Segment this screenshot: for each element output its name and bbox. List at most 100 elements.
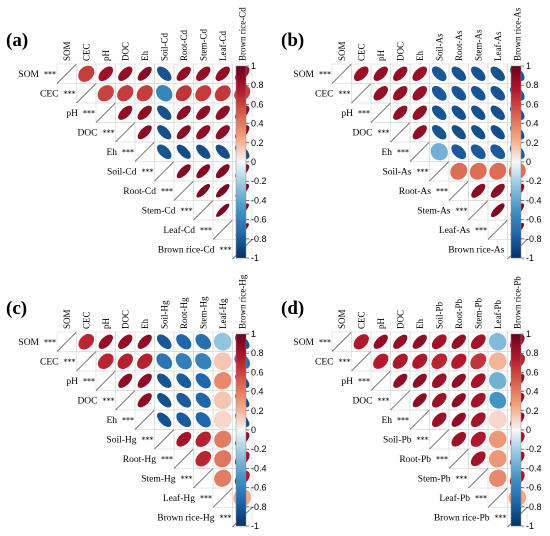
panel-a: (a) SOM CEC pH DOC Eh Soil-Cd Root-Cd Stem-Cd Lea…: [0, 0, 275, 268]
correlation-ellipse: [196, 144, 211, 159]
significance-stars: ***: [161, 455, 173, 464]
correlation-ellipse: [451, 85, 467, 101]
diagonal-line: [448, 180, 469, 201]
colorbar-tick-label: 0: [526, 157, 531, 167]
row-label: Stem-As: [417, 206, 451, 216]
correlation-ellipse: [137, 334, 152, 349]
row-label: CEC: [40, 357, 58, 367]
significance-stars: ***: [495, 513, 507, 522]
correlation-ellipse: [451, 144, 467, 160]
panel-label: (c): [6, 298, 27, 319]
row-label: SOM: [293, 70, 314, 80]
column-label: Stem-Cd: [198, 28, 208, 61]
correlation-ellipse: [157, 125, 172, 140]
significance-stars: ***: [181, 206, 193, 215]
colorbar: [235, 65, 247, 259]
correlation-ellipse: [412, 353, 428, 369]
significance-stars: ***: [122, 148, 134, 157]
diagonal-line: [193, 200, 214, 221]
correlation-ellipse: [157, 393, 172, 408]
row-label: Eh: [106, 148, 117, 158]
correlation-ellipse: [176, 164, 191, 179]
row-label: Root-As: [399, 187, 432, 197]
correlation-ellipse: [451, 431, 467, 447]
diagonal-line: [154, 161, 175, 182]
significance-stars: ***: [417, 167, 429, 176]
column-label: DOC: [395, 42, 405, 61]
row-label: Soil-Hg: [106, 435, 136, 445]
correlation-ellipse: [137, 105, 152, 120]
row-label: Brown rice-Hg: [157, 513, 214, 523]
colorbar-tick-label: -0.2: [251, 176, 267, 186]
significance-stars: ***: [64, 89, 76, 98]
correlation-ellipse: [470, 392, 486, 408]
panel-label: (a): [6, 30, 28, 51]
colorbar-tick-label: 0: [526, 425, 531, 435]
correlation-ellipse: [215, 105, 230, 120]
row-label: DOC: [352, 128, 372, 138]
row-label: Root-Cd: [123, 187, 156, 197]
column-label: pH: [101, 50, 111, 62]
row-label: Stem-Hg: [141, 474, 176, 484]
correlation-ellipse: [353, 334, 369, 350]
correlation-ellipse: [118, 105, 133, 120]
correlation-ellipse: [213, 391, 232, 410]
correlation-ellipse: [412, 334, 427, 349]
panel-b-svg: (b)SOM CEC pH DOC Eh Soil-As Root-As Stem-As Lea…: [281, 7, 542, 263]
colorbar-tick-label: 0.6: [251, 367, 264, 377]
colorbar-tick-label: 0.8: [526, 348, 539, 358]
correlation-ellipse: [373, 66, 388, 81]
correlation-ellipse: [215, 164, 230, 179]
column-label: pH: [101, 318, 111, 330]
diagonal-line: [429, 161, 450, 182]
diagonal-line: [370, 370, 391, 391]
correlation-ellipse: [431, 85, 447, 101]
diagonal-line: [154, 429, 175, 450]
correlation-ellipse: [216, 203, 230, 217]
row-label: Eh: [381, 416, 392, 426]
diagonal-line: [351, 351, 372, 372]
correlation-ellipse: [412, 85, 428, 101]
correlation-ellipse: [471, 66, 486, 81]
significance-stars: ***: [397, 148, 409, 157]
significance-stars: ***: [319, 70, 331, 79]
correlation-ellipse: [451, 125, 466, 140]
row-label: Eh: [381, 148, 392, 158]
significance-stars: ***: [358, 377, 370, 386]
colorbar-tick-label: -1: [526, 253, 534, 263]
correlation-ellipse: [470, 373, 486, 389]
correlation-ellipse: [430, 143, 448, 161]
correlation-ellipse: [470, 85, 486, 101]
correlation-ellipse: [451, 105, 466, 120]
column-label: Root-Cd: [179, 29, 189, 61]
significance-stars: ***: [103, 396, 115, 405]
correlation-ellipse: [117, 85, 134, 102]
column-label: CEC: [81, 43, 91, 61]
correlation-ellipse: [97, 353, 114, 370]
correlation-ellipse: [214, 85, 231, 102]
correlation-ellipse: [137, 393, 152, 408]
significance-stars: ***: [103, 128, 115, 137]
correlation-ellipse: [195, 450, 212, 467]
significance-stars: ***: [378, 396, 390, 405]
correlation-ellipse: [136, 85, 153, 102]
column-label: Soil-Pb: [434, 301, 444, 329]
correlation-ellipse: [196, 105, 211, 120]
correlation-ellipse: [393, 105, 408, 120]
row-label: Leaf-Hg: [163, 493, 195, 504]
significance-stars: ***: [319, 338, 331, 347]
correlation-ellipse: [176, 373, 192, 389]
diagonal-line: [390, 390, 411, 411]
colorbar-tick-label: 0.8: [251, 348, 264, 358]
column-label: Leaf-Hg: [218, 298, 228, 329]
row-label: pH: [341, 109, 353, 119]
significance-stars: ***: [397, 416, 409, 425]
panel-a-svg: (a)SOM CEC pH DOC Eh Soil-Cd Root-Cd Stem-Cd Lea…: [6, 7, 267, 263]
colorbar-tick-label: 0.2: [526, 406, 539, 416]
colorbar-tick-label: 0.8: [526, 80, 539, 90]
correlation-ellipse: [490, 105, 505, 120]
significance-stars: ***: [456, 474, 468, 483]
correlation-ellipse: [215, 125, 230, 140]
correlation-ellipse: [196, 183, 211, 198]
correlation-ellipse: [393, 334, 408, 349]
